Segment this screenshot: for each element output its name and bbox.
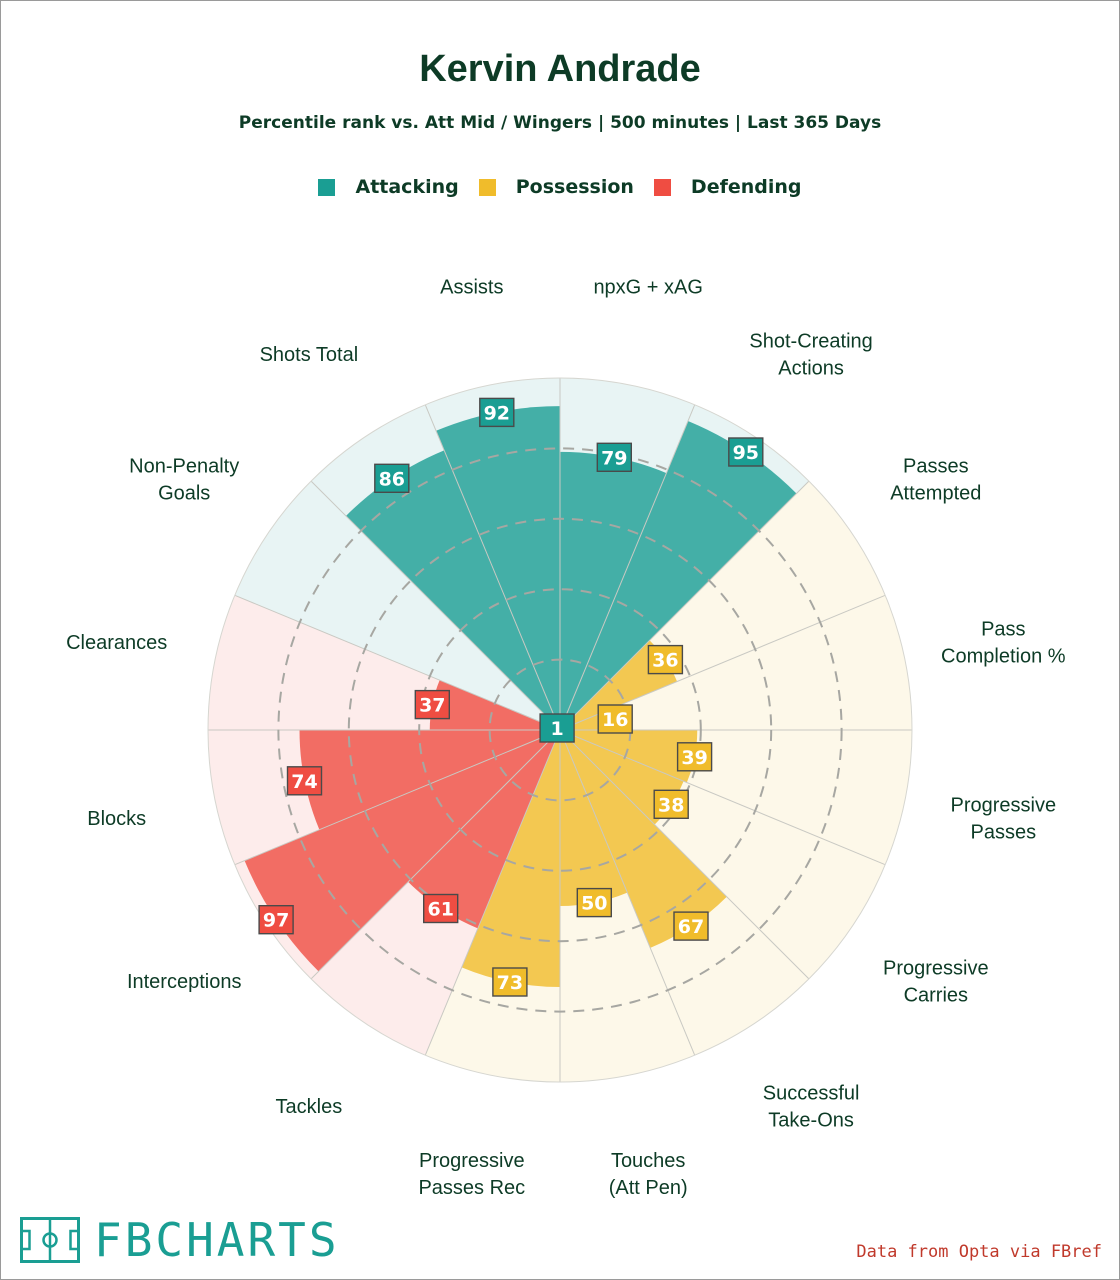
bar-successful-take-ons bbox=[560, 730, 727, 948]
value-badge-assists bbox=[479, 397, 515, 428]
value-badge-shot-creating-actions bbox=[728, 437, 764, 467]
value-label-shot-creating-actions: 95 bbox=[733, 442, 759, 464]
value-badge-progressive-passes bbox=[676, 742, 713, 772]
bar-interceptions bbox=[244, 730, 561, 972]
category-label-blocks: Blocks bbox=[87, 808, 146, 830]
value-label-blocks: 74 bbox=[291, 771, 317, 793]
grid-ring-40 bbox=[418, 588, 702, 872]
value-labels: 79 95 36 16 39 38 67 50 73 61 97 74 37 1 86 92 bbox=[258, 397, 764, 997]
value-label-touches-att-pen: 50 bbox=[581, 893, 607, 915]
spoke-line bbox=[424, 729, 561, 1056]
value-label-progressive-carries: 38 bbox=[658, 794, 684, 816]
legend-label-possession: Possession bbox=[515, 176, 634, 198]
category-label-clearances: Clearances bbox=[66, 632, 167, 654]
value-badge-shots-total bbox=[374, 463, 410, 493]
value-label-interceptions: 97 bbox=[263, 910, 289, 932]
spoke-line bbox=[559, 729, 696, 1056]
category-label-progressive-carries: Progressive Carries bbox=[883, 958, 989, 1007]
category-label-progressive-passes: Progressive Passes bbox=[950, 795, 1056, 844]
bar-assists bbox=[436, 406, 560, 730]
pitch-icon bbox=[20, 1217, 80, 1263]
spoke-line bbox=[310, 480, 561, 731]
spoke-line bbox=[559, 729, 886, 866]
legend-swatch-attacking bbox=[318, 178, 336, 196]
category-label-progressive-passes-rec: Progressive Passes Rec bbox=[418, 1150, 525, 1199]
bar-progressive-carries bbox=[560, 730, 684, 825]
legend-item-defending: Defending bbox=[653, 176, 802, 198]
value-badge-pass-completion bbox=[597, 704, 633, 734]
value-badge-blocks bbox=[286, 766, 323, 796]
bar-shot-creating-actions bbox=[560, 421, 797, 730]
legend-label-attacking: Attacking bbox=[355, 176, 459, 198]
spoke-line bbox=[424, 404, 561, 731]
category-label-shots-total: Shots Total bbox=[260, 344, 359, 366]
value-badge-successful-take-ons bbox=[673, 911, 709, 941]
chart-subtitle: Percentile rank vs. Att Mid / Wingers | … bbox=[238, 113, 882, 133]
grid-ring-60 bbox=[347, 517, 773, 943]
value-label-progressive-passes: 39 bbox=[681, 747, 707, 769]
value-label-tackles: 61 bbox=[427, 899, 453, 921]
category-label-shot-creating-actions: Shot-Creating Actions bbox=[749, 331, 872, 380]
sector-bg-pass-completion bbox=[560, 595, 912, 730]
spoke-line bbox=[559, 729, 810, 980]
value-badge-progressive-passes-rec bbox=[492, 967, 528, 997]
bar-progressive-passes bbox=[560, 730, 698, 783]
category-label-touches-att-pen: Touches (Att Pen) bbox=[609, 1150, 688, 1199]
category-label-tackles: Tackles bbox=[276, 1096, 343, 1118]
category-label-non-penalty-goals: Non-Penalty Goals bbox=[129, 455, 239, 504]
category-label-pass-completion: Pass Completion % bbox=[941, 618, 1066, 667]
value-label-clearances: 37 bbox=[419, 695, 445, 717]
bar-npxg-xag bbox=[560, 451, 667, 730]
value-label-shots-total: 86 bbox=[379, 468, 405, 490]
value-label-npxg-xag: 79 bbox=[601, 447, 627, 469]
spoke-line bbox=[559, 404, 696, 731]
category-label-successful-take-ons: Successful Take-Ons bbox=[763, 1082, 860, 1131]
value-badge-clearances bbox=[414, 689, 450, 720]
value-badge-interceptions bbox=[258, 905, 294, 935]
value-badge-progressive-carries bbox=[653, 789, 689, 819]
value-label-progressive-passes-rec: 73 bbox=[497, 972, 523, 994]
value-label-successful-take-ons: 67 bbox=[678, 916, 704, 938]
bar-progressive-passes-rec bbox=[461, 730, 560, 987]
bar-touches-att-pen bbox=[560, 730, 628, 906]
legend-swatch-defending bbox=[653, 178, 671, 196]
value-badge-touches-att-pen bbox=[576, 887, 612, 918]
value-label-non-penalty-goals: 1 bbox=[550, 718, 563, 740]
bar-shots-total bbox=[345, 450, 560, 730]
sector-bg-non-penalty-goals bbox=[234, 481, 561, 730]
legend: Attacking Possession Defending bbox=[0, 176, 1120, 198]
grid-ring-80 bbox=[277, 447, 843, 1013]
value-badge-npxg-xag bbox=[596, 442, 632, 472]
spoke-line bbox=[234, 594, 561, 731]
category-label-interceptions: Interceptions bbox=[127, 971, 242, 993]
legend-item-attacking: Attacking bbox=[318, 176, 459, 198]
value-label-passes-attempted: 36 bbox=[652, 650, 678, 672]
data-credit: Data from Opta via FBref bbox=[856, 1242, 1102, 1262]
logo-text: FBCHARTS bbox=[94, 1213, 340, 1267]
category-label-passes-attempted: Passes Attempted bbox=[890, 455, 981, 504]
chart-title: Kervin Andrade bbox=[419, 48, 701, 90]
value-badge-tackles bbox=[423, 893, 459, 924]
legend-item-possession: Possession bbox=[478, 176, 634, 198]
outer-ring bbox=[207, 377, 913, 1083]
category-label-assists: Assists bbox=[440, 277, 503, 299]
fbcharts-logo: FBCHARTS bbox=[20, 1214, 340, 1266]
category-labels: npxG + xAG Shot-Creating Actions Passes Atte… bbox=[66, 277, 1066, 1199]
value-label-assists: 92 bbox=[484, 402, 510, 424]
value-badge-passes-attempted bbox=[647, 644, 684, 675]
spoke-line bbox=[559, 480, 810, 731]
legend-swatch-possession bbox=[478, 178, 496, 196]
legend-label-defending: Defending bbox=[690, 176, 802, 198]
value-badge-non-penalty-goals bbox=[539, 713, 575, 743]
spoke-line bbox=[234, 729, 561, 866]
value-label-pass-completion: 16 bbox=[602, 709, 628, 731]
spoke-line bbox=[310, 729, 561, 980]
bars bbox=[244, 406, 797, 987]
bar-clearances bbox=[429, 680, 560, 730]
category-label-npxg-xag: npxG + xAG bbox=[593, 277, 703, 299]
bar-tackles bbox=[408, 730, 560, 929]
